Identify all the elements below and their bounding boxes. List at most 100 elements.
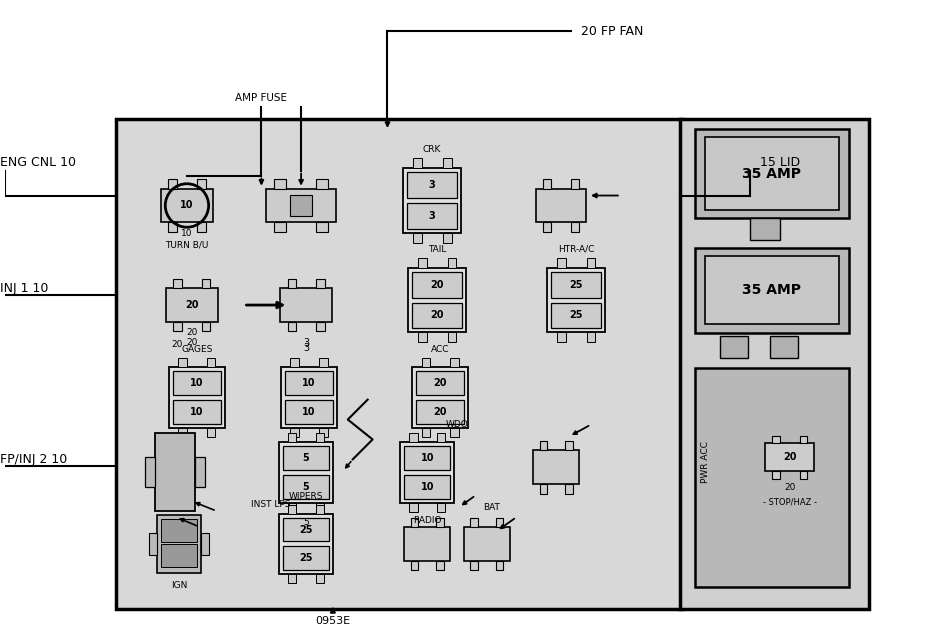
Bar bbox=[437, 433, 445, 442]
Bar bbox=[566, 441, 572, 450]
Bar bbox=[283, 546, 329, 570]
Bar bbox=[288, 503, 296, 512]
Bar bbox=[169, 179, 177, 188]
Bar bbox=[202, 278, 210, 288]
Text: 35 AMP: 35 AMP bbox=[743, 166, 801, 181]
Text: ACC: ACC bbox=[431, 345, 449, 354]
Bar bbox=[436, 561, 444, 570]
Text: WDO: WDO bbox=[445, 420, 469, 429]
Bar bbox=[536, 188, 586, 222]
Text: 0953E: 0953E bbox=[316, 616, 350, 626]
Text: 3: 3 bbox=[303, 343, 309, 353]
Text: 5: 5 bbox=[303, 453, 309, 463]
Bar bbox=[443, 158, 452, 168]
Bar bbox=[156, 433, 194, 511]
Bar bbox=[173, 278, 181, 288]
Bar bbox=[408, 268, 466, 333]
Bar bbox=[586, 333, 595, 342]
Text: 15 LID: 15 LID bbox=[760, 156, 800, 169]
Bar bbox=[496, 561, 503, 570]
Bar bbox=[280, 442, 332, 503]
Bar bbox=[194, 457, 205, 487]
Bar bbox=[418, 333, 427, 342]
Bar bbox=[288, 575, 296, 583]
Bar bbox=[533, 450, 579, 484]
Bar bbox=[166, 288, 218, 322]
Text: AMP FUSE: AMP FUSE bbox=[235, 93, 287, 103]
Text: PWR ACC: PWR ACC bbox=[701, 442, 709, 483]
Bar bbox=[161, 188, 213, 222]
Bar bbox=[149, 533, 157, 555]
Bar bbox=[450, 358, 458, 367]
Bar bbox=[799, 435, 807, 444]
Text: 3: 3 bbox=[303, 338, 309, 348]
Text: 20: 20 bbox=[431, 311, 444, 321]
Text: 35 AMP: 35 AMP bbox=[743, 283, 801, 297]
Bar bbox=[291, 358, 299, 367]
Bar bbox=[417, 400, 464, 424]
Bar bbox=[283, 518, 329, 542]
Bar bbox=[197, 222, 206, 232]
Bar bbox=[771, 435, 780, 444]
Bar bbox=[161, 544, 197, 567]
Bar bbox=[417, 371, 464, 395]
Bar bbox=[316, 503, 324, 512]
Bar bbox=[571, 222, 579, 232]
Bar bbox=[316, 178, 328, 188]
Bar bbox=[404, 168, 461, 233]
Bar bbox=[571, 179, 579, 188]
Bar bbox=[169, 222, 177, 232]
Bar bbox=[750, 219, 780, 240]
Bar bbox=[551, 272, 601, 297]
Bar bbox=[173, 371, 220, 395]
Bar bbox=[765, 444, 814, 471]
Text: 20: 20 bbox=[433, 378, 447, 388]
Text: 10: 10 bbox=[302, 378, 316, 388]
Text: 10: 10 bbox=[190, 378, 204, 388]
Bar bbox=[409, 503, 418, 512]
Bar bbox=[316, 575, 324, 583]
Text: 10: 10 bbox=[420, 482, 434, 492]
Bar bbox=[201, 533, 208, 555]
Text: 20: 20 bbox=[784, 483, 795, 492]
Text: ENG CNL 10: ENG CNL 10 bbox=[0, 156, 76, 169]
Bar bbox=[405, 527, 450, 561]
Text: 20: 20 bbox=[433, 407, 447, 417]
Bar bbox=[288, 505, 296, 513]
Bar bbox=[547, 268, 605, 333]
Bar bbox=[267, 188, 336, 222]
Bar bbox=[411, 518, 418, 527]
Text: 10: 10 bbox=[190, 407, 204, 417]
Bar bbox=[287, 278, 295, 288]
Bar bbox=[288, 433, 296, 442]
Text: 10: 10 bbox=[181, 229, 193, 238]
Bar bbox=[447, 258, 457, 268]
Bar bbox=[287, 322, 295, 331]
Text: 25: 25 bbox=[569, 311, 582, 321]
Bar bbox=[202, 322, 210, 331]
Bar bbox=[418, 258, 427, 268]
Bar bbox=[586, 258, 595, 268]
Bar bbox=[197, 179, 206, 188]
Text: 5: 5 bbox=[303, 518, 309, 527]
Bar bbox=[179, 428, 187, 437]
Bar bbox=[436, 518, 444, 527]
Bar bbox=[409, 433, 418, 442]
Bar bbox=[316, 433, 324, 442]
Text: 10: 10 bbox=[181, 200, 194, 210]
Text: IGN: IGN bbox=[170, 581, 187, 590]
Bar bbox=[412, 302, 462, 328]
Bar bbox=[407, 203, 457, 229]
Text: 25: 25 bbox=[569, 280, 582, 290]
Text: 5: 5 bbox=[303, 482, 309, 492]
Bar bbox=[169, 367, 225, 428]
Bar bbox=[421, 358, 430, 367]
Bar bbox=[405, 475, 450, 499]
Text: INST LPS: INST LPS bbox=[252, 500, 291, 508]
Text: 20: 20 bbox=[171, 340, 182, 350]
Text: 20: 20 bbox=[431, 280, 444, 290]
Bar bbox=[450, 428, 458, 437]
Bar bbox=[281, 288, 332, 322]
Bar bbox=[799, 471, 807, 479]
Bar bbox=[400, 442, 454, 503]
